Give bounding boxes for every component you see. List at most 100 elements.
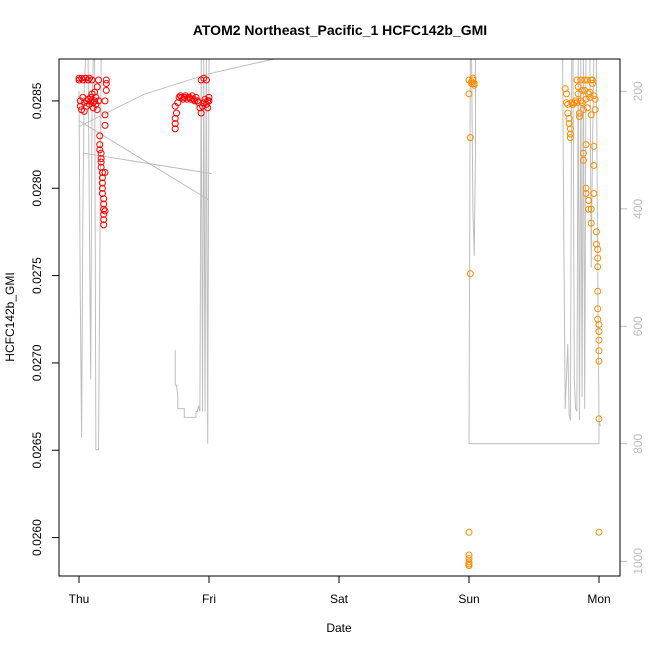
x-tick-label-2: Sat xyxy=(330,592,349,606)
point-s1-69 xyxy=(592,228,600,236)
point-s0-92 xyxy=(205,93,213,101)
point-s1-73 xyxy=(594,263,602,271)
point-s1-29 xyxy=(570,99,578,107)
point-s1-63 xyxy=(590,92,598,100)
point-s1-68 xyxy=(591,95,599,103)
point-s0-14 xyxy=(84,76,92,84)
point-s0-43 xyxy=(98,190,106,197)
y-axis-label: HCFC142b_GMI xyxy=(3,272,17,361)
point-s1-32 xyxy=(573,76,581,84)
point-s1-48 xyxy=(582,184,590,192)
point-s1-78 xyxy=(595,328,603,335)
point-s1-10 xyxy=(465,528,473,536)
point-s1-58 xyxy=(587,111,595,119)
point-s1-27 xyxy=(568,99,576,107)
point-s0-37 xyxy=(97,158,105,166)
x-tick-label-4: Mon xyxy=(587,592,610,606)
point-s0-35 xyxy=(97,149,105,157)
point-s0-33 xyxy=(96,141,104,149)
point-s1-31 xyxy=(573,99,581,107)
point-s0-91 xyxy=(205,97,213,105)
altitude-line-1 xyxy=(78,120,210,201)
point-s1-62 xyxy=(589,76,596,84)
altitude-line-4 xyxy=(78,58,275,128)
point-s1-72 xyxy=(594,254,602,262)
y-tick-label-4: 0.0280 xyxy=(30,170,44,207)
point-s1-25 xyxy=(566,130,574,138)
point-s0-87 xyxy=(202,76,210,84)
point-s1-42 xyxy=(579,149,587,157)
point-s1-64 xyxy=(590,142,598,150)
point-s0-46 xyxy=(100,205,108,213)
point-s1-50 xyxy=(583,76,591,84)
point-s1-22 xyxy=(565,114,573,122)
point-s1-60 xyxy=(587,219,595,227)
point-s0-49 xyxy=(100,221,108,229)
point-s1-11 xyxy=(465,551,473,559)
point-s1-7 xyxy=(469,76,477,84)
x-tick-label-0: Thu xyxy=(69,592,90,606)
point-s0-52 xyxy=(101,121,109,129)
point-s0-60 xyxy=(171,120,179,128)
point-s1-71 xyxy=(594,245,602,253)
point-s1-43 xyxy=(579,156,587,164)
point-s1-34 xyxy=(574,90,582,98)
point-s0-41 xyxy=(98,179,106,187)
chart-title: ATOM2 Northeast_Pacific_1 HCFC142b_GMI xyxy=(193,22,487,38)
altitude-line-3 xyxy=(174,58,211,444)
point-s0-32 xyxy=(96,132,104,140)
point-s1-61 xyxy=(589,80,596,87)
point-s0-56 xyxy=(102,80,110,87)
point-s1-35 xyxy=(576,109,583,117)
point-s0-50 xyxy=(101,207,109,215)
point-s0-30 xyxy=(95,76,102,84)
point-s1-30 xyxy=(572,97,580,105)
point-s1-41 xyxy=(579,106,587,114)
point-s1-12 xyxy=(465,555,473,562)
point-s0-62 xyxy=(173,109,180,117)
point-s1-65 xyxy=(590,162,598,169)
y2-tick-label-0: 200 xyxy=(631,81,645,101)
point-s0-42 xyxy=(98,184,106,192)
point-s0-55 xyxy=(102,86,110,94)
point-s0-78 xyxy=(193,97,201,105)
altitude-lines xyxy=(78,58,601,451)
point-s1-20 xyxy=(564,100,572,108)
data-points xyxy=(75,74,603,569)
point-s1-17 xyxy=(561,85,569,93)
point-s1-55 xyxy=(586,88,594,96)
point-s0-76 xyxy=(191,97,199,105)
axes: Thu Fri Sat Sun Mon 0.0260 0.0265 0.0270 0.0275 0… xyxy=(30,81,645,606)
altitude-line-0 xyxy=(78,58,107,451)
point-s0-61 xyxy=(171,125,179,133)
point-s0-38 xyxy=(97,163,105,171)
point-s0-47 xyxy=(100,210,108,218)
y2-tick-label-1: 400 xyxy=(631,198,645,218)
point-s0-79 xyxy=(195,99,203,107)
y-tick-label-1: 0.0265 xyxy=(30,432,44,469)
point-s1-82 xyxy=(595,415,603,423)
point-s1-66 xyxy=(590,190,598,197)
altitude-line-5 xyxy=(468,58,476,444)
point-s1-77 xyxy=(595,321,603,328)
point-s0-36 xyxy=(97,155,105,163)
point-s0-81 xyxy=(197,109,205,117)
point-s1-19 xyxy=(563,99,570,107)
x-tick-label-3: Sun xyxy=(458,592,479,606)
x-tick-label-1: Fri xyxy=(202,592,216,606)
point-s1-83 xyxy=(595,528,603,536)
point-s0-57 xyxy=(102,76,110,84)
point-s1-36 xyxy=(576,113,583,121)
point-s0-53 xyxy=(101,111,109,119)
point-s1-16 xyxy=(465,562,473,569)
point-s1-47 xyxy=(582,141,590,149)
point-s1-75 xyxy=(594,305,602,313)
y-tick-label-2: 0.0270 xyxy=(30,344,44,381)
point-s1-2 xyxy=(466,134,474,142)
point-s1-74 xyxy=(594,287,602,295)
altitude-line-6 xyxy=(469,420,600,445)
point-s1-40 xyxy=(578,99,586,107)
point-s0-25 xyxy=(91,97,99,105)
point-s0-54 xyxy=(101,97,109,105)
